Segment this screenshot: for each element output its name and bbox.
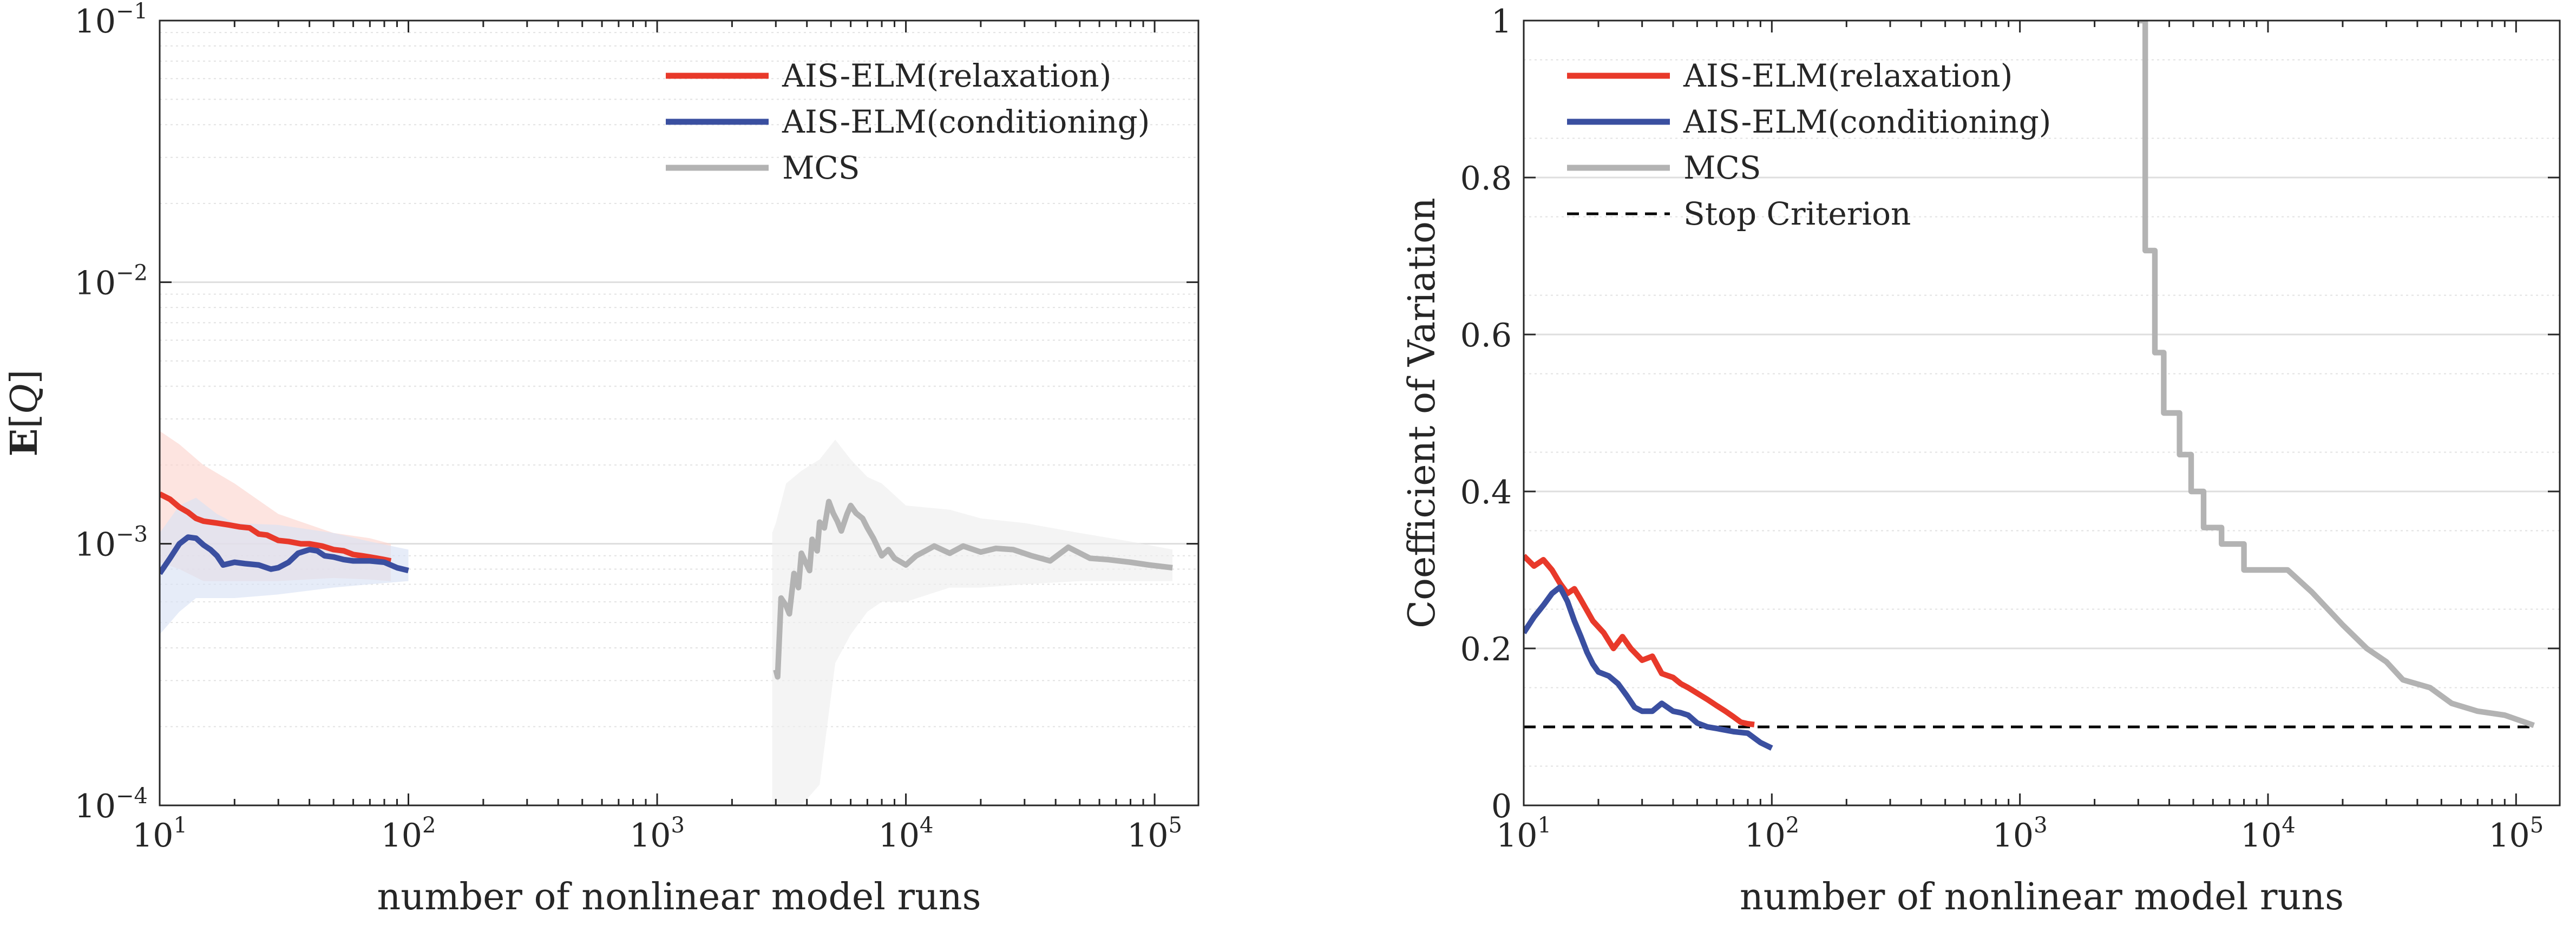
y-tick-label: 0.8 [1460,160,1512,198]
y-tick-label: 0.6 [1460,317,1512,355]
legend-label: MCS [1683,149,1761,186]
y-tick-label: 10−3 [75,522,148,564]
y-tick-label-base: 10 [75,264,116,302]
legend-label: Stop Criterion [1683,195,1911,232]
plot-area [160,21,1198,805]
x-tick-label-exp: 4 [2282,813,2295,838]
x-tick-label-base: 10 [2488,817,2529,855]
x-tick-label-exp: 5 [1169,813,1182,838]
series-line-2 [2138,21,2535,729]
y-tick-label-exp: −1 [116,0,148,24]
x-tick-label-base: 10 [879,817,920,855]
axes-box [1523,19,2561,806]
x-tick-label-exp: 5 [2530,813,2544,838]
x-tick-label-exp: 1 [1537,813,1551,838]
x-tick-label: 104 [2240,813,2296,855]
x-tick-label-base: 10 [381,817,422,855]
x-tick-label: 105 [1127,813,1182,855]
legend-label: AIS-ELM(conditioning) [1683,103,2051,140]
y-tick-label: 0 [1491,788,1512,825]
x-axis-label: number of nonlinear model runs [1740,876,2344,919]
y-tick-label-exp: −4 [116,784,148,809]
plot-area [1524,21,2560,805]
legend: AIS-ELM(relaxation) AIS-ELM(conditioning)… [666,57,1150,186]
y-tick-label: 0.2 [1460,631,1512,668]
y-axis-label-main: E [3,428,46,456]
x-tick-label-base: 10 [1127,817,1168,855]
x-tick-label-base: 10 [630,817,671,855]
y-tick-label: 0.4 [1460,474,1512,511]
series-line-2 [773,498,1173,680]
x-tick-label: 102 [1744,813,1799,855]
y-axis-label-bracket-open: [ [3,414,46,429]
series-line-1 [1524,584,1773,751]
y-tick-label: 10−2 [75,260,148,302]
y-tick-label: 10−4 [75,784,148,825]
y-tick-label-exp: −2 [116,260,148,285]
data-layer [1524,21,2535,751]
legend: AIS-ELM(relaxation) AIS-ELM(conditioning)… [1567,57,2051,232]
x-tick-label-exp: 3 [671,813,684,838]
axes-box [159,19,1199,806]
y-tick-label: 10−1 [75,0,148,41]
y-axis-label-bracket-close: ] [3,370,46,384]
x-tick-label: 105 [2488,813,2544,855]
x-tick-label: 101 [132,813,187,855]
x-tick-label-base: 10 [2240,817,2282,855]
x-tick-label-exp: 3 [2034,813,2047,838]
series-line-0 [160,491,392,564]
y-axis-label: Coefficient of Variation [1401,198,1444,628]
legend-label: AIS-ELM(relaxation) [1683,57,2013,94]
x-tick-label: 103 [1992,813,2048,855]
x-tick-label-exp: 2 [1786,813,1799,838]
data-layer [160,431,1173,805]
legend-label: AIS-ELM(relaxation) [782,57,1111,94]
y-axis-label: E[Q] [3,370,46,457]
x-tick-label-base: 10 [1992,817,2034,855]
x-axis-label: number of nonlinear model runs [377,876,981,919]
y-tick-label-base: 10 [75,3,116,41]
x-tick-label-base: 10 [1496,817,1537,855]
y-tick-label-base: 10 [75,788,116,825]
x-tick-label-exp: 2 [422,813,436,838]
legend-label: MCS [782,149,860,186]
x-tick-label: 101 [1496,813,1551,855]
x-tick-label-base: 10 [1744,817,1785,855]
legend-label: AIS-ELM(conditioning) [782,103,1150,140]
x-tick-label: 102 [381,813,436,855]
y-tick-label-base: 10 [75,526,116,564]
y-tick-label: 1 [1491,3,1512,41]
x-tick-label: 104 [879,813,934,855]
y-axis-label-arg: Q [3,384,46,414]
x-tick-label-exp: 4 [920,813,933,838]
x-tick-label-base: 10 [132,817,173,855]
x-tick-label: 103 [630,813,685,855]
y-tick-label-exp: −3 [116,522,148,547]
series-line-1 [160,534,409,575]
x-tick-label-exp: 1 [173,813,187,838]
